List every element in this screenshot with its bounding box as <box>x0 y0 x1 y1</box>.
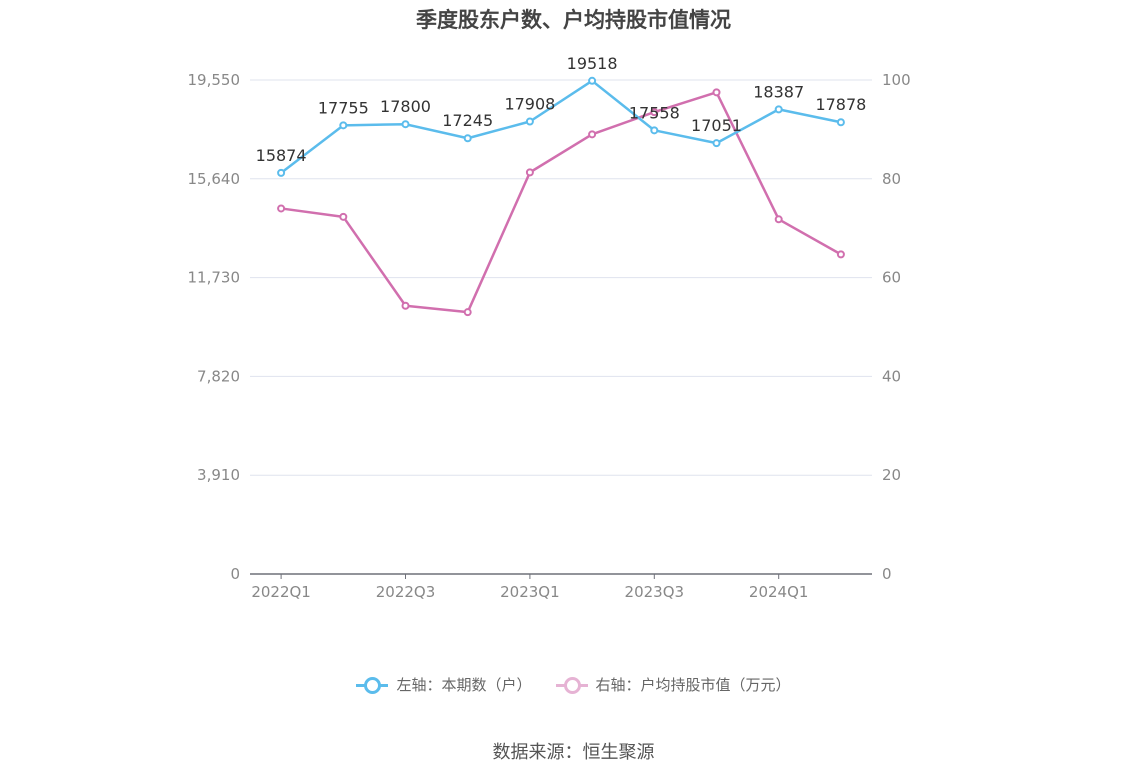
data-label: 17800 <box>380 97 431 116</box>
data-label: 17051 <box>691 116 742 135</box>
left-tick-label: 3,910 <box>197 466 240 484</box>
right-tick-label: 0 <box>882 565 892 583</box>
left-tick-label: 11,730 <box>188 269 241 287</box>
data-point <box>401 120 410 129</box>
data-point <box>588 130 597 139</box>
data-labels: 15874 17755 17800 17245 17908 19518 17558 17051… <box>256 54 867 165</box>
legend-label-right: 右轴：户均持股市值（万元） <box>595 676 791 694</box>
line-chart: 0 3,910 7,820 11,730 15,640 19,550 0 20 40 60 80 1… <box>188 54 911 601</box>
left-tick-label: 0 <box>230 565 240 583</box>
data-point <box>463 134 472 143</box>
legend-marker-right <box>555 676 588 694</box>
data-point <box>774 215 783 224</box>
gridlines <box>250 79 872 476</box>
data-point <box>588 76 597 85</box>
data-point <box>463 308 472 317</box>
legend-marker-left <box>356 676 389 694</box>
data-label: 18387 <box>753 82 804 101</box>
left-axis-ticks: 0 3,910 7,820 11,730 15,640 19,550 <box>188 71 241 583</box>
x-tick-label: 2024Q1 <box>749 583 809 601</box>
data-point <box>712 88 721 97</box>
data-point <box>277 168 286 177</box>
legend: 左轴：本期数（户） 右轴：户均持股市值（万元） <box>0 674 1147 695</box>
data-point <box>277 204 286 213</box>
data-point <box>401 301 410 310</box>
data-label: 17878 <box>815 95 866 114</box>
data-label: 17558 <box>629 103 680 122</box>
data-point <box>339 212 348 221</box>
right-axis-ticks: 0 20 40 60 80 100 <box>882 71 911 583</box>
x-tick-label: 2023Q1 <box>500 583 560 601</box>
data-label: 17245 <box>442 111 493 130</box>
right-tick-label: 60 <box>882 269 901 287</box>
right-tick-label: 80 <box>882 170 901 188</box>
x-tick-label: 2023Q3 <box>625 583 685 601</box>
data-point <box>525 117 534 126</box>
data-label: 17755 <box>318 98 369 117</box>
series-line-right <box>280 91 842 314</box>
series-lines <box>277 76 845 317</box>
x-tick-label: 2022Q1 <box>251 583 311 601</box>
source-note: 数据来源：恒生聚源 <box>492 742 655 763</box>
data-label: 19518 <box>567 54 618 73</box>
data-point <box>650 108 659 117</box>
legend-label-left: 左轴：本期数（户） <box>396 676 532 694</box>
data-point <box>712 139 721 148</box>
left-tick-label: 19,550 <box>188 71 241 89</box>
data-point <box>650 126 659 135</box>
right-tick-label: 40 <box>882 367 901 385</box>
chart-title: 季度股东户数、户均持股市值情况 <box>416 8 731 32</box>
right-tick-label: 20 <box>882 466 901 484</box>
data-point <box>836 118 845 127</box>
data-label: 15874 <box>256 146 307 165</box>
data-point <box>774 105 783 114</box>
x-axis: 2022Q1 2022Q3 2023Q1 2023Q3 2024Q1 <box>250 573 872 601</box>
left-tick-label: 15,640 <box>188 170 241 188</box>
data-point <box>525 168 534 177</box>
data-point <box>339 121 348 130</box>
right-tick-label: 100 <box>882 71 911 89</box>
x-tick-label: 2022Q3 <box>376 583 436 601</box>
legend-item-left[interactable]: 左轴：本期数（户） <box>356 674 532 695</box>
series-line-left <box>280 79 842 174</box>
data-point <box>836 250 845 259</box>
data-label: 17908 <box>504 94 555 113</box>
left-tick-label: 7,820 <box>197 367 240 385</box>
legend-item-right[interactable]: 右轴：户均持股市值（万元） <box>555 674 791 695</box>
